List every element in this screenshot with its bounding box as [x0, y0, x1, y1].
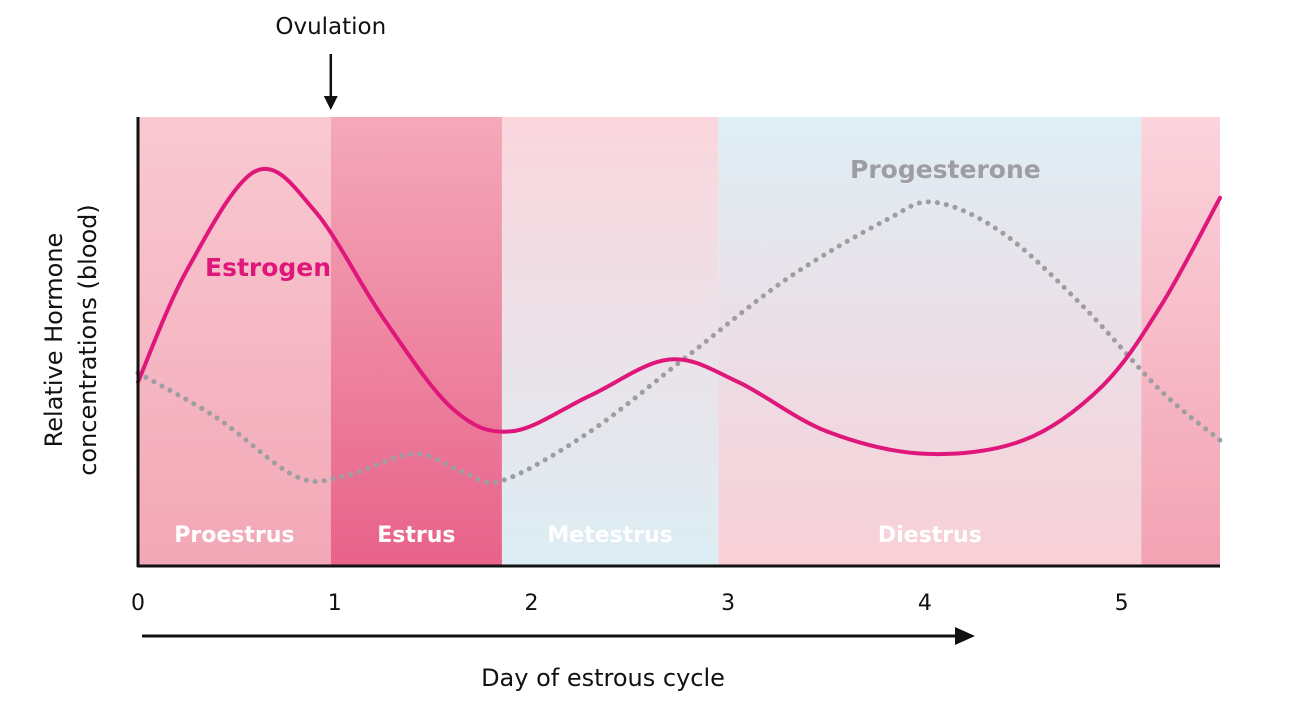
series-line-estrogen [136, 167, 1222, 457]
y-axis-title-line2: concentrations (blood) [74, 204, 102, 476]
x-direction-arrow-head [955, 627, 975, 645]
x-tick-label-0: 0 [131, 591, 145, 616]
phase-band-estrus [330, 117, 502, 566]
ovulation-label: Ovulation [275, 14, 386, 40]
x-tick-labels: 0 1 2 3 4 5 [131, 591, 1129, 616]
phase-label-estrus: Estrus [377, 523, 455, 548]
y-axis-title-line1: Relative Hormone [40, 233, 68, 448]
series-label-estrogen: Estrogen [205, 253, 331, 282]
phase-band-tail [1141, 117, 1220, 566]
phase-band-metestrus [501, 117, 719, 566]
series-line-progesterone [135, 199, 1223, 486]
series-label-progesterone: Progesterone [850, 155, 1041, 184]
x-tick-label-1: 1 [328, 591, 342, 616]
x-axis-title: Day of estrous cycle [481, 664, 725, 692]
series-labels: Estrogen Progesterone [205, 155, 1041, 282]
x-tick-label-4: 4 [918, 591, 932, 616]
phase-label-diestrus: Diestrus [878, 523, 982, 548]
phase-band-proestrus [138, 117, 331, 566]
phase-label-proestrus: Proestrus [174, 523, 294, 548]
x-tick-label-5: 5 [1115, 591, 1129, 616]
x-tick-label-3: 3 [721, 591, 735, 616]
x-tick-label-2: 2 [524, 591, 538, 616]
phase-label-metestrus: Metestrus [547, 523, 672, 548]
series-lines [135, 167, 1223, 486]
phase-band-diestrus [718, 117, 1142, 566]
phase-bands: Proestrus Estrus Metestrus Diestrus [138, 117, 1220, 566]
ovulation-arrow-head [323, 96, 338, 110]
